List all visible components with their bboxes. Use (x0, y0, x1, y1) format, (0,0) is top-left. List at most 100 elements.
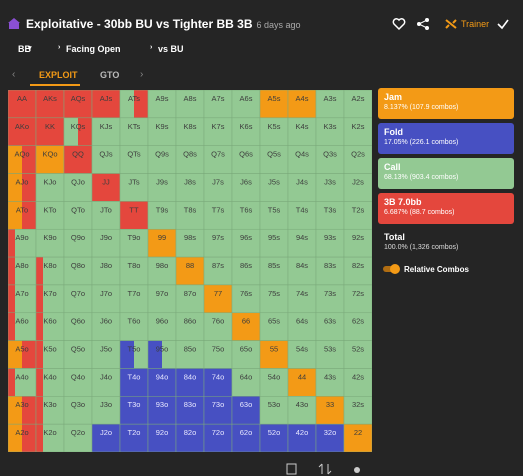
hand-label: 65s (268, 317, 280, 326)
hand-label: K5o (43, 345, 56, 354)
share-small-icon[interactable] (354, 467, 360, 473)
hand-label: J4o (100, 372, 112, 381)
trainer-icon[interactable] (444, 17, 458, 31)
cell-segment (120, 284, 148, 313)
cell-segment (120, 117, 148, 146)
trainer[interactable]: Trainer (461, 19, 490, 29)
cell-segment (8, 424, 22, 452)
hand-label: KK (45, 122, 55, 131)
cell-segment (64, 257, 92, 285)
hand-label: J6s (240, 177, 252, 186)
hand-label: K6s (240, 122, 253, 131)
legend-name: 3B 7.0bb (384, 197, 422, 207)
table-icon[interactable] (286, 463, 297, 475)
filter[interactable]: vs BU (158, 44, 184, 54)
hand-label: Q8s (183, 150, 197, 159)
cell-segment (232, 284, 260, 313)
hand-label: 84o (184, 372, 197, 381)
cell-segment (344, 117, 372, 146)
cell-segment (176, 229, 204, 258)
legend-item[interactable]: Fold 17.05% (226.1 combos) (378, 123, 514, 154)
cell-segment (232, 312, 260, 341)
hand-label: 55 (270, 345, 278, 354)
toggle-label[interactable]: Relative Combos (404, 265, 469, 274)
hand-label: T5o (128, 345, 141, 354)
cell-segment (120, 145, 148, 174)
hand-label: A2o (15, 428, 28, 437)
cell-segment (288, 173, 316, 202)
cell-segment (64, 229, 92, 258)
cell-segment (8, 90, 36, 118)
share-icon[interactable] (416, 17, 430, 31)
cell-segment (176, 424, 204, 452)
cell-segment (344, 257, 372, 285)
hand-label: 93o (156, 400, 169, 409)
filter[interactable]: BB (18, 44, 31, 54)
cell-segment (288, 229, 316, 258)
cell-segment (15, 229, 36, 258)
cell-segment (92, 424, 120, 452)
hand-label: 94o (156, 372, 169, 381)
hand-label: KJo (44, 177, 57, 186)
hand-label: QJs (99, 150, 113, 159)
cell-segment (176, 312, 204, 341)
legend-item[interactable]: Call 68.13% (903.4 combos) (378, 158, 514, 189)
hand-label: T3s (324, 205, 337, 214)
cell-segment (148, 340, 162, 369)
hand-label: J8o (100, 261, 112, 270)
cell-segment (288, 284, 316, 313)
filter[interactable]: Facing Open (66, 44, 121, 54)
legend-detail: 6.687% (88.7 combos) (384, 209, 455, 216)
hand-label: QTo (71, 205, 85, 214)
hand-label: T3o (128, 400, 141, 409)
hand-label: 93s (324, 233, 336, 242)
hand-label: 42s (352, 372, 364, 381)
tab[interactable]: EXPLOIT (39, 70, 78, 80)
hand-label: KQo (42, 150, 57, 159)
hand-label: 54s (296, 345, 308, 354)
tab[interactable]: GTO (100, 70, 120, 80)
cell-segment (120, 90, 134, 118)
cell-segment (260, 257, 288, 285)
cell-segment (92, 257, 120, 285)
hand-label: A9s (156, 94, 169, 103)
legend-item[interactable]: 3B 7.0bb 6.687% (88.7 combos) (378, 193, 514, 224)
cell-segment (8, 117, 36, 146)
hand-label: 33 (326, 400, 334, 409)
time: 6 days ago (256, 20, 301, 30)
hand-label: K4s (296, 122, 309, 131)
hand-label: J9o (100, 233, 112, 242)
cell-segment (8, 368, 15, 397)
check-icon[interactable] (496, 17, 510, 31)
cell-segment (64, 284, 92, 313)
hand-label: AQs (71, 94, 86, 103)
legend-detail: 8.137% (107.9 combos) (384, 104, 459, 111)
hand-label: Q4o (71, 372, 85, 381)
hand-label: KTs (128, 122, 141, 131)
cell-segment (344, 229, 372, 258)
hand-label: T7s (212, 205, 225, 214)
hand-label: 83o (184, 400, 197, 409)
cell-segment (344, 424, 372, 452)
hand-label: T7o (128, 289, 141, 298)
cell-segment (64, 145, 92, 174)
hand-label: 72s (352, 289, 364, 298)
next-arrow[interactable]: › (140, 69, 144, 80)
cell-segment (204, 229, 232, 258)
favorite-icon[interactable] (392, 17, 406, 31)
hand-label: 32o (324, 428, 337, 437)
hand-label: 72o (212, 428, 225, 437)
cell-segment (43, 340, 64, 369)
cell-segment (176, 117, 204, 146)
cell-segment (316, 424, 344, 452)
hand-label: 62s (352, 317, 364, 326)
hand-label: T9s (156, 205, 169, 214)
toggle-switch[interactable] (382, 263, 402, 275)
legend-item[interactable]: Jam 8.137% (107.9 combos) (378, 88, 514, 119)
cell-segment (22, 173, 36, 202)
cell-segment (344, 368, 372, 397)
cell-segment (36, 173, 64, 202)
prev-arrow[interactable]: ‹ (12, 69, 16, 80)
sort-icon[interactable] (318, 463, 332, 475)
cell-segment (288, 145, 316, 174)
